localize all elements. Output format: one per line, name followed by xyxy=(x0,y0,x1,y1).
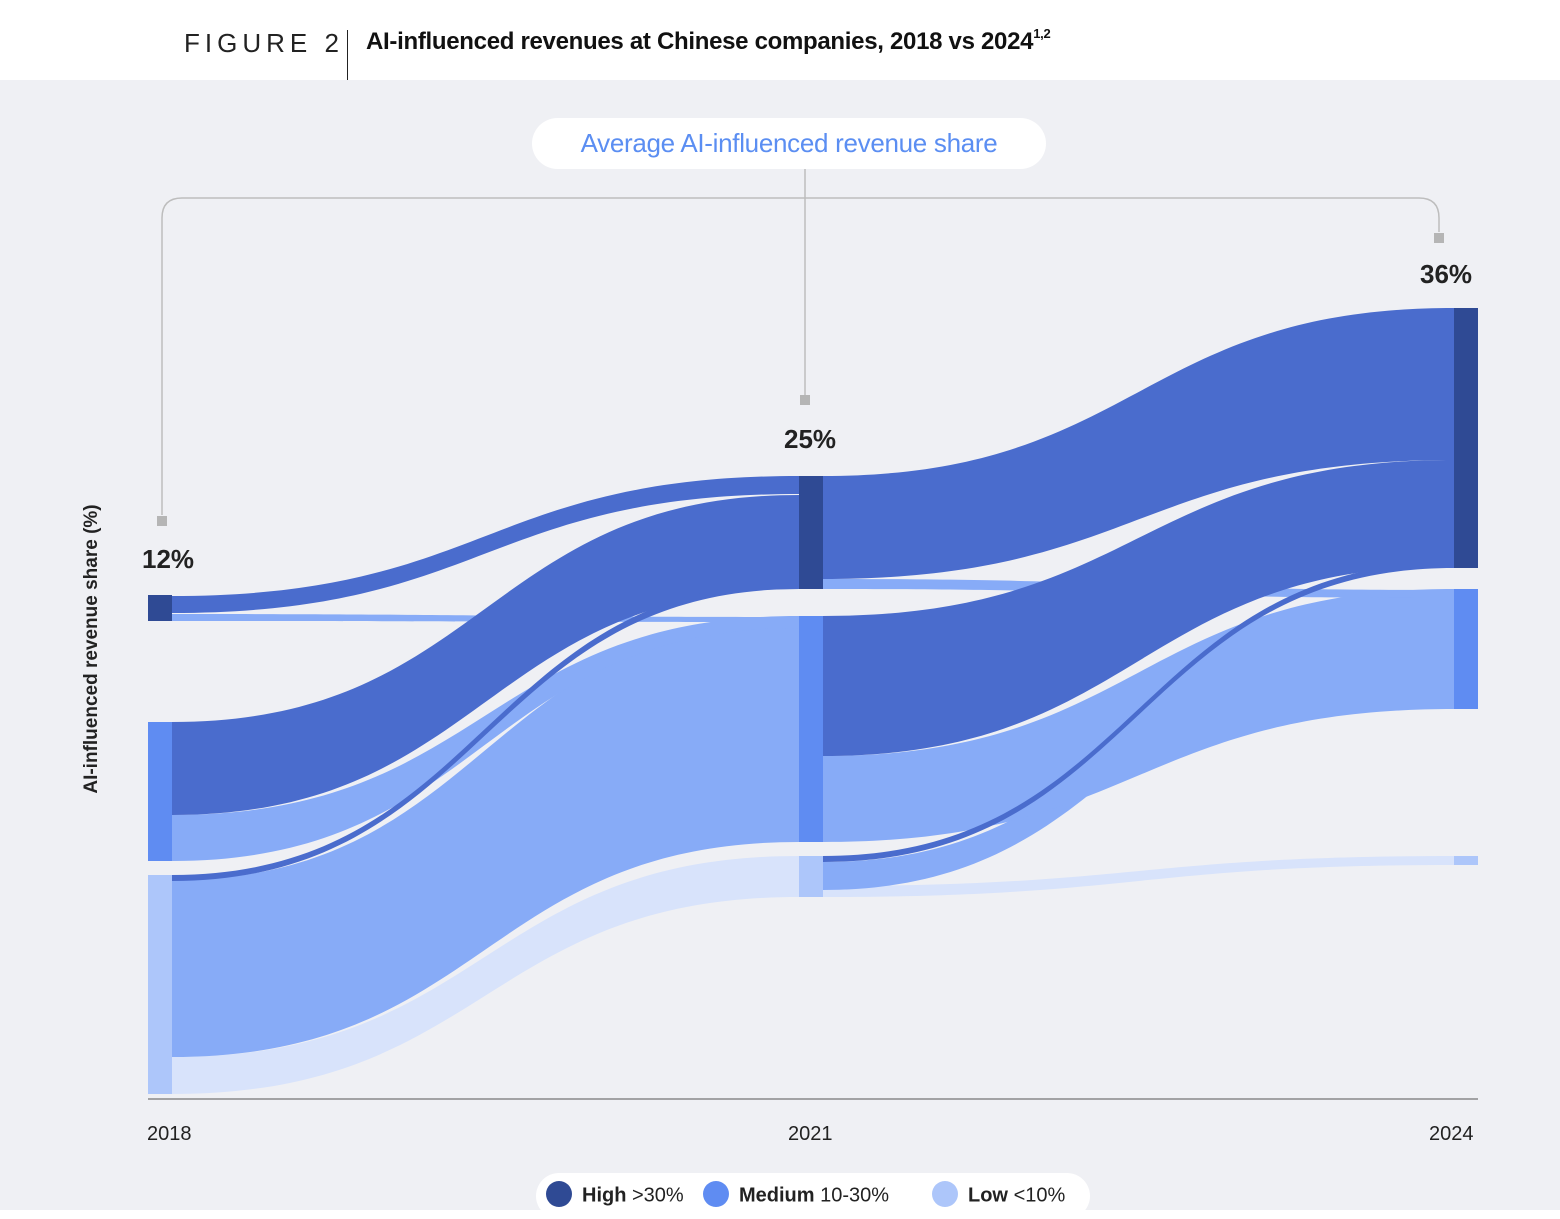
node-2018-low xyxy=(148,875,172,1094)
legend-name-low: Low xyxy=(968,1184,1008,1207)
flow-2018-high-to-2021-high xyxy=(172,476,799,613)
x-tick-2024: 2024 xyxy=(1429,1123,1474,1145)
figure-header: FIGURE 2 AI-influenced revenues at Chine… xyxy=(0,0,1560,80)
legend-range-low: <10% xyxy=(1013,1184,1066,1207)
connector-marker-2024 xyxy=(1434,233,1444,243)
average-bracket-line xyxy=(161,197,1440,515)
y-axis-label: AI-influenced revenue share (%) xyxy=(81,504,102,794)
flow-2018-low-to-2021-high xyxy=(172,582,799,881)
flow-2021-medium-to-2024-medium xyxy=(823,589,1454,842)
annotation-layer xyxy=(148,168,1478,1100)
legend-range-high: >30% xyxy=(632,1184,684,1207)
flow-2018-medium-to-2021-medium xyxy=(172,616,799,861)
legend-name-high: High xyxy=(582,1184,627,1207)
flow-2021-high-to-2024-high xyxy=(823,308,1454,579)
node-2021-medium xyxy=(799,616,823,842)
header-divider xyxy=(347,30,348,80)
flow-2018-low-to-2021-low xyxy=(172,856,799,1094)
node-2024-low xyxy=(1454,856,1478,865)
flow-2018-low-to-2021-medium xyxy=(172,620,799,1057)
flow-2021-low-to-2024-low xyxy=(823,856,1454,897)
flow-2018-medium-to-2021-high xyxy=(172,495,799,815)
legend-swatch-medium xyxy=(703,1181,729,1207)
pct-label-2024: 36% xyxy=(1420,259,1473,289)
flow-2021-low-to-2024-high xyxy=(823,562,1454,862)
node-2018-medium xyxy=(148,722,172,861)
node-2018-high xyxy=(148,595,172,621)
figure-label: FIGURE 2 xyxy=(184,28,344,58)
flow-layer xyxy=(172,308,1454,1094)
node-2024-medium xyxy=(1454,589,1478,709)
legend-item-medium: Medium 10-30% xyxy=(703,1181,890,1209)
figure-title-text: AI-influenced revenues at Chinese compan… xyxy=(366,28,1034,55)
node-2021-low xyxy=(799,856,823,897)
legend-swatch-high xyxy=(546,1181,572,1207)
legend-item-low: Low <10% xyxy=(932,1181,1066,1209)
figure-title-footnote: 1,2 xyxy=(1033,26,1051,41)
pct-label-2018: 12% xyxy=(142,544,195,574)
flow-2021-medium-to-2024-high xyxy=(823,460,1454,756)
legend-name-medium: Medium xyxy=(739,1184,815,1207)
pct-label-2021: 25% xyxy=(784,424,837,454)
figure-title: AI-influenced revenues at Chinese compan… xyxy=(366,26,1051,56)
node-2024-high xyxy=(1454,308,1478,568)
legend-swatch-low xyxy=(932,1181,958,1207)
legend-item-high: High >30% xyxy=(546,1181,684,1209)
legend-range-medium: 10-30% xyxy=(820,1184,890,1207)
x-tick-2018: 2018 xyxy=(147,1123,192,1145)
node-layer xyxy=(148,308,1478,1094)
average-share-pill: Average AI-influenced revenue share xyxy=(532,118,1046,169)
connector-marker-2021 xyxy=(800,395,810,405)
node-2021-high xyxy=(799,476,823,589)
connector-marker-2018 xyxy=(157,516,167,526)
x-tick-2021: 2021 xyxy=(788,1123,833,1145)
legend: High >30% Medium 10-30% Low <10% xyxy=(536,1173,1090,1219)
